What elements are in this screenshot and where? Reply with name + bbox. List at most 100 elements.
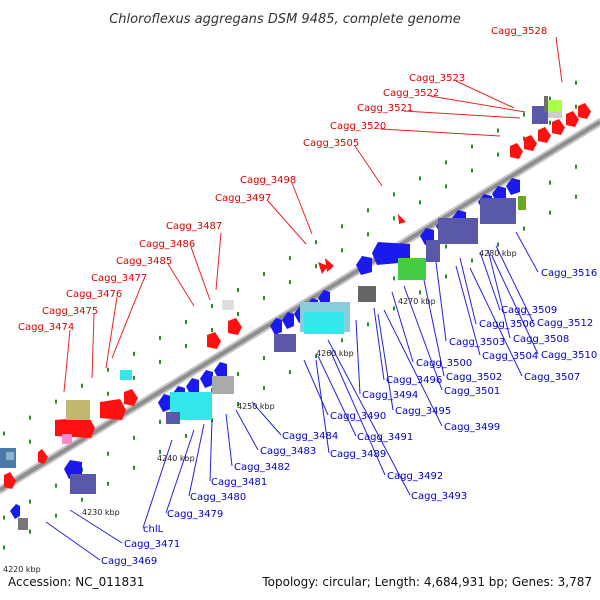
gene-label: Cagg_3523 <box>409 73 465 84</box>
gene-label: Cagg_3471 <box>124 539 180 550</box>
label-connector <box>455 80 515 109</box>
label-connector <box>165 429 195 514</box>
label-connector <box>459 257 477 325</box>
ring-dot <box>237 372 239 377</box>
ring-dot <box>55 483 57 488</box>
ring-dot <box>523 112 525 117</box>
forward-gene-arrow <box>398 214 406 224</box>
ring-dot <box>393 306 395 311</box>
ring-dot <box>315 354 317 359</box>
gene-label: Cagg_3504 <box>482 351 538 362</box>
ring-dot <box>575 164 577 169</box>
ring-dot <box>341 248 343 253</box>
ring-dot <box>3 515 5 520</box>
gene-label: Cagg_3487 <box>166 221 222 232</box>
ring-dot <box>315 240 317 245</box>
label-connector <box>487 249 511 339</box>
ring-dot <box>445 244 447 249</box>
ring-dot <box>29 529 31 534</box>
ring-dot <box>185 319 187 324</box>
gene-label: Cagg_3475 <box>42 306 98 317</box>
gene-label: Cagg_3508 <box>513 334 569 345</box>
ring-dot <box>107 451 109 456</box>
ring-dot <box>263 296 265 301</box>
forward-gene-arrow <box>538 127 551 143</box>
ring-dot <box>211 303 213 308</box>
gene-label: Cagg_3494 <box>362 390 418 401</box>
ring-dot <box>445 160 447 165</box>
reverse-gene-arrow <box>282 312 294 329</box>
label-connector <box>515 231 539 273</box>
ring-dot <box>107 481 109 486</box>
gene-label: Cagg_3512 <box>537 318 593 329</box>
label-connector <box>142 439 173 529</box>
ring-dot <box>133 375 135 380</box>
label-connector <box>373 307 385 381</box>
gene-label: Cagg_3500 <box>416 358 472 369</box>
reverse-gene-arrow <box>10 504 20 519</box>
ring-dot <box>575 104 577 109</box>
gene-label: Cagg_3495 <box>395 406 451 417</box>
reverse-gene-arrow <box>158 394 171 412</box>
forward-gene-arrow <box>566 111 579 127</box>
ring-dot <box>497 242 499 247</box>
label-connector <box>111 280 144 359</box>
tick-label: 4270 kbp <box>398 297 436 306</box>
gene-block <box>398 258 426 280</box>
label-connector <box>69 509 123 544</box>
gene-label: Cagg_3522 <box>383 88 439 99</box>
ring-dot <box>393 192 395 197</box>
gene-label: Cagg_3497 <box>215 193 271 204</box>
ring-dot <box>263 386 265 391</box>
ring-dot <box>29 499 31 504</box>
forward-gene-arrow <box>318 262 328 274</box>
label-connector <box>225 413 233 467</box>
tick-label: 4230 kbp <box>82 508 120 517</box>
gene-block <box>166 412 180 424</box>
label-connector <box>391 291 414 363</box>
forward-gene-arrow <box>524 135 537 151</box>
forward-gene-arrow <box>552 119 565 135</box>
gene-label: Cagg_3486 <box>139 239 195 250</box>
reverse-gene-arrow <box>270 318 282 335</box>
gene-label: Cagg_3479 <box>167 509 223 520</box>
gene-label: Cagg_3477 <box>91 273 147 284</box>
ring-dot <box>133 465 135 470</box>
ring-dot <box>289 280 291 285</box>
ring-dot <box>185 433 187 438</box>
gene-label: Cagg_3489 <box>330 449 386 460</box>
ring-dot <box>237 312 239 317</box>
ring-dot <box>471 168 473 173</box>
label-connector <box>188 423 205 497</box>
forward-gene-arrow <box>38 449 48 464</box>
gene-label: Cagg_3484 <box>282 431 338 442</box>
label-connector <box>377 313 394 411</box>
label-connector <box>491 255 539 355</box>
gene-block <box>438 218 478 244</box>
label-connector <box>317 355 357 437</box>
label-connector <box>403 285 443 391</box>
ring-dot <box>133 351 135 356</box>
gene-label: Cagg_3490 <box>330 411 386 422</box>
label-connector <box>403 110 521 119</box>
gene-block <box>304 312 344 334</box>
gene-label: Cagg_3499 <box>444 422 500 433</box>
tick-labels: 4220 kbp 4230 kbp 4240 kbp 4250 kbp 4260… <box>3 249 517 574</box>
label-connector <box>215 232 222 291</box>
gene-label: Cagg_3474 <box>18 322 74 333</box>
ring-dot <box>237 288 239 293</box>
ring-dot <box>341 224 343 229</box>
gene-label: Cagg_3528 <box>491 26 547 37</box>
label-connectors <box>45 36 563 561</box>
topology-text: Topology: circular; Length: 4,684,931 bp… <box>261 575 592 589</box>
gene-label: Cagg_3506 <box>479 319 535 330</box>
ring-dot <box>29 439 31 444</box>
label-connector <box>291 182 313 235</box>
tick-label: 4280 kbp <box>479 249 517 258</box>
forward-gene-arrow <box>4 472 16 489</box>
ring-dot <box>497 128 499 133</box>
reverse-gene-arrow <box>186 378 199 396</box>
gene-block <box>70 474 96 494</box>
forward-gene-arrow <box>228 318 242 335</box>
ring-dot <box>3 431 5 436</box>
